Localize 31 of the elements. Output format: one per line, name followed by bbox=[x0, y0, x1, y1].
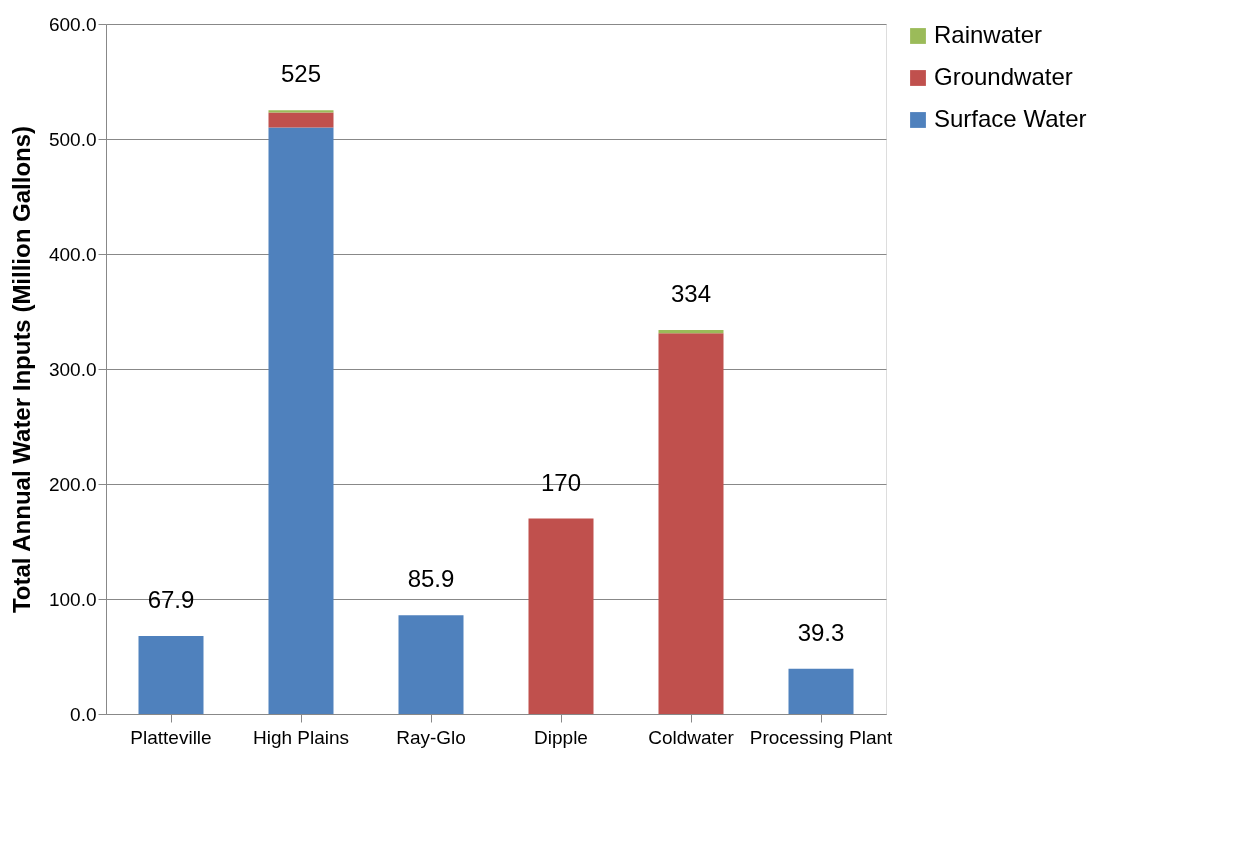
x-tick-label: Coldwater bbox=[648, 726, 735, 748]
x-tick-label: Ray-Glo bbox=[396, 726, 466, 748]
legend-label: Groundwater bbox=[934, 63, 1073, 90]
y-tick-label: 300.0 bbox=[48, 358, 97, 380]
x-tick-label: Dipple bbox=[534, 726, 588, 748]
bar bbox=[138, 635, 204, 714]
total-label: 334 bbox=[670, 279, 712, 307]
y-tick-label: 400.0 bbox=[48, 243, 97, 265]
total-label: 170 bbox=[540, 468, 582, 496]
total-label: 39.3 bbox=[797, 618, 845, 646]
y-tick-label: 500.0 bbox=[48, 128, 97, 150]
bar bbox=[788, 668, 854, 714]
bar bbox=[658, 333, 724, 714]
bar bbox=[268, 110, 334, 113]
x-tick-label: Platteville bbox=[130, 726, 212, 748]
bar bbox=[528, 518, 594, 714]
total-label: 67.9 bbox=[147, 585, 195, 613]
y-axis-title: Total Annual Water Inputs (Million Gallons) bbox=[7, 125, 35, 614]
bar bbox=[268, 112, 334, 128]
total-label: 525 bbox=[280, 60, 322, 88]
x-tick-label: High Plains bbox=[252, 726, 350, 748]
total-label: 85.9 bbox=[407, 565, 455, 593]
bar bbox=[268, 127, 334, 714]
legend-label: Rainwater bbox=[934, 21, 1043, 48]
bar bbox=[398, 615, 464, 714]
y-tick-label: 0.0 bbox=[70, 703, 97, 725]
legend-label: Surface Water bbox=[934, 105, 1087, 132]
y-tick-label: 600.0 bbox=[48, 13, 97, 35]
y-tick-label: 100.0 bbox=[48, 588, 97, 610]
y-tick-label: 200.0 bbox=[48, 473, 97, 495]
x-tick-label: Processing Plant bbox=[749, 726, 894, 748]
